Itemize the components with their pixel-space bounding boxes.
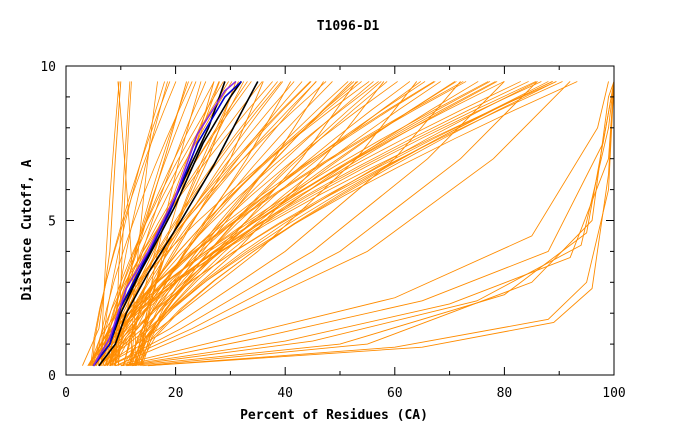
series-line-27 <box>92 80 237 367</box>
series-line-1 <box>82 81 122 366</box>
series-group <box>82 80 615 367</box>
model-band-line <box>111 81 398 366</box>
model-band-line <box>122 81 349 366</box>
model-band-line <box>138 81 549 366</box>
model-band-line <box>133 81 479 366</box>
series-line-11 <box>104 81 461 367</box>
model-band-line <box>90 81 505 366</box>
series-line-20 <box>142 81 615 367</box>
series-line-17 <box>120 81 615 367</box>
chart-title: T1096-D1 <box>317 19 380 34</box>
y-tick-label: 5 <box>48 215 56 230</box>
x-axis-label: Percent of Residues (CA) <box>240 408 428 423</box>
model-band-line <box>89 81 467 366</box>
series-line-21 <box>148 81 615 367</box>
model-band-line <box>94 81 327 366</box>
model-band-line <box>122 81 303 366</box>
series-line-19 <box>131 81 615 367</box>
series-line-18 <box>126 81 615 367</box>
model-band-line <box>127 81 374 366</box>
model-band-line <box>96 81 193 366</box>
x-tick-label: 20 <box>168 386 184 401</box>
model-band-line <box>110 81 554 366</box>
series-line-6 <box>93 81 292 367</box>
series-line-14 <box>115 81 571 367</box>
model-band-line <box>100 81 120 366</box>
series-line-25 <box>98 81 259 367</box>
tick-group: 0 20 40 60 80 100 0 5 10 <box>40 60 625 401</box>
model-band-line <box>91 81 557 366</box>
series-line-3 <box>87 81 215 366</box>
model-band-line <box>135 81 557 366</box>
series-line-15 <box>115 81 609 367</box>
series-line-8 <box>98 81 357 367</box>
series-line-2 <box>87 81 187 366</box>
y-axis-label: Distance Cutoff, A <box>20 159 35 300</box>
series-line-7 <box>98 81 324 367</box>
model-band-line <box>88 81 370 366</box>
series-line-26 <box>92 80 242 367</box>
x-tick-label: 40 <box>277 386 293 401</box>
model-band-line <box>110 81 168 366</box>
model-band-line <box>105 81 312 366</box>
model-band-line <box>91 81 171 366</box>
model-band-line <box>90 81 177 366</box>
series-line-9 <box>98 81 385 367</box>
x-tick-label: 100 <box>602 386 625 401</box>
model-band-line <box>100 81 165 366</box>
model-band-line <box>87 81 521 366</box>
series-line-5 <box>93 81 264 367</box>
x-tick-label: 60 <box>387 386 403 401</box>
series-line-12 <box>109 81 505 367</box>
y-tick-label: 10 <box>40 60 56 75</box>
x-tick-label: 80 <box>497 386 513 401</box>
model-band-line <box>117 81 137 366</box>
series-line-22 <box>148 81 615 367</box>
series-line-10 <box>104 81 418 367</box>
series-line-13 <box>109 81 538 367</box>
model-band-line <box>107 81 563 366</box>
y-tick-label: 0 <box>48 369 56 384</box>
x-tick-label: 0 <box>62 386 70 401</box>
model-band-line <box>133 81 441 366</box>
